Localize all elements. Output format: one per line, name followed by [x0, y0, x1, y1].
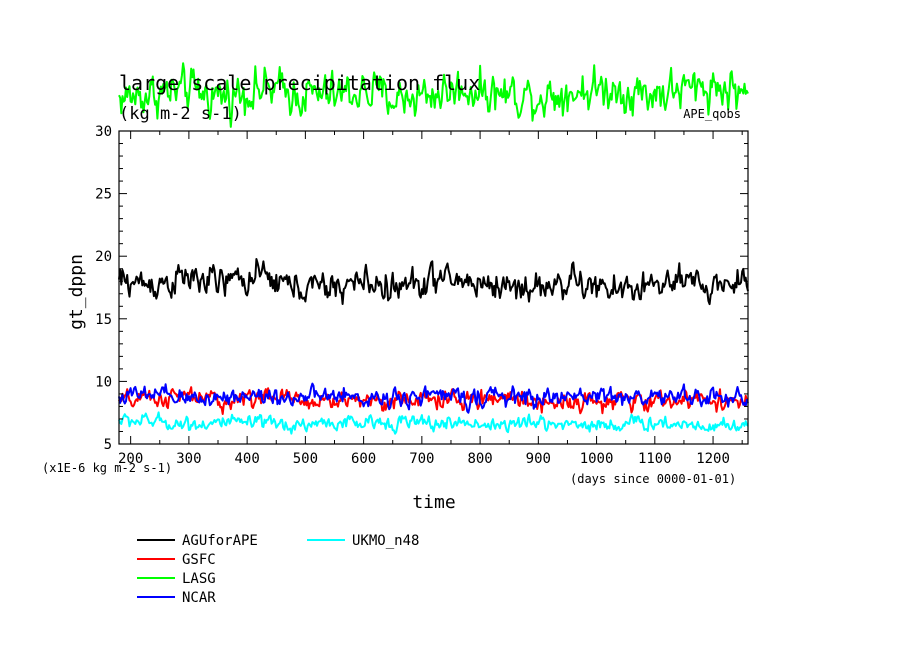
series-line-aguforape [118, 258, 749, 306]
x-tick-label: 600 [351, 451, 376, 467]
x-tick-label: 400 [234, 451, 259, 467]
series-layer [118, 62, 749, 435]
x-tick-label: 800 [467, 451, 492, 467]
x-tick-label: 300 [176, 451, 201, 467]
y-tick-label: 15 [95, 312, 112, 328]
x-tick-label: 900 [526, 451, 551, 467]
y-tick-label: 20 [95, 249, 112, 265]
x-tick-label: 700 [409, 451, 434, 467]
y-axis-unit: (x1E-6 kg m-2 s-1) [42, 461, 172, 475]
x-axis-label: time [412, 492, 455, 513]
series-line-lasg [118, 62, 749, 128]
x-tick-label: 1200 [696, 451, 730, 467]
y-tick-label: 5 [104, 437, 112, 453]
x-axis-unit: (days since 0000-01-01) [570, 472, 736, 486]
chart-subtitle: (kg m-2 s-1) [119, 104, 242, 124]
y-tick-label: 10 [95, 374, 112, 390]
x-tick-label: 200 [118, 451, 143, 467]
series-line-ukmo_n48 [118, 411, 749, 435]
x-tick-label: 1100 [638, 451, 672, 467]
legend-label-ukmo_n48: UKMO_n48 [352, 533, 419, 549]
y-axis: 5 10 15 20 25 30 [95, 124, 748, 453]
chart-tag: APE_qobs [683, 107, 741, 121]
legend-label-ncar: NCAR [182, 590, 216, 606]
x-tick-label: 1000 [580, 451, 614, 467]
legend: AGUforAPE GSFC LASG NCAR UKMO_n48 [137, 533, 419, 606]
series-line-ncar [118, 382, 749, 414]
legend-label-gsfc: GSFC [182, 552, 216, 568]
y-tick-label: 30 [95, 124, 112, 140]
plot-frame [118, 130, 749, 445]
y-tick-label: 25 [95, 187, 112, 203]
x-axis: 200 300 400 500 600 700 800 900 1000 1100 1200 [118, 131, 743, 467]
y-axis-label: gt_dppn [66, 254, 87, 330]
chart-title: large scale precipitation flux [119, 71, 480, 95]
legend-label-lasg: LASG [182, 571, 216, 587]
legend-label-aguforape: AGUforAPE [182, 533, 258, 549]
x-tick-label: 500 [293, 451, 318, 467]
